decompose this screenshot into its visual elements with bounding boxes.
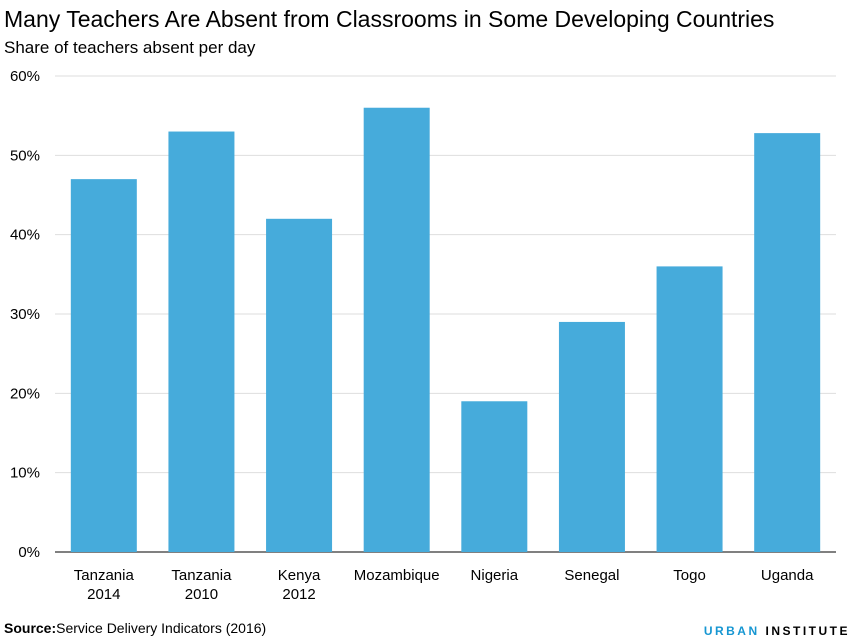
y-tick-label: 50% [10, 147, 40, 164]
x-tick-label: Kenya [278, 567, 321, 584]
bar-mozambique [363, 107, 430, 552]
bar-kenya-2012 [266, 218, 333, 553]
bar-tanzania-2014 [70, 179, 137, 552]
chart-subtitle: Share of teachers absent per day [4, 38, 256, 57]
source-note: Source:Service Delivery Indicators (2016… [4, 620, 266, 636]
source-label: Source: [4, 620, 57, 636]
y-tick-label: 20% [10, 385, 40, 402]
x-tick-label: Nigeria [471, 567, 519, 584]
x-tick-label: 2012 [282, 586, 315, 603]
bar-togo [656, 266, 723, 552]
x-tick-label: 2014 [87, 586, 120, 603]
bar-senegal [558, 321, 625, 552]
y-tick-label: 0% [18, 544, 40, 561]
bar-nigeria [461, 401, 528, 552]
brand-institute: INSTITUTE [765, 624, 850, 638]
x-tick-label: Tanzania [74, 567, 135, 584]
y-tick-label: 40% [10, 227, 40, 244]
x-tick-label: Togo [673, 567, 706, 584]
y-tick-label: 10% [10, 465, 40, 482]
x-tick-label: Mozambique [354, 567, 440, 584]
x-tick-label: 2010 [185, 586, 218, 603]
y-tick-label: 30% [10, 306, 40, 323]
x-tick-label: Uganda [761, 567, 814, 584]
urban-institute-logo: URBAN INSTITUTE [704, 624, 850, 638]
bar-uganda [754, 133, 821, 552]
chart-title: Many Teachers Are Absent from Classrooms… [4, 6, 775, 32]
x-tick-label: Senegal [564, 567, 619, 584]
brand-urban: URBAN [703, 624, 760, 638]
x-tick-label: Tanzania [171, 567, 232, 584]
source-text: Service Delivery Indicators (2016) [56, 620, 267, 636]
y-tick-label: 60% [10, 68, 40, 85]
bar-tanzania-2010 [168, 131, 235, 553]
